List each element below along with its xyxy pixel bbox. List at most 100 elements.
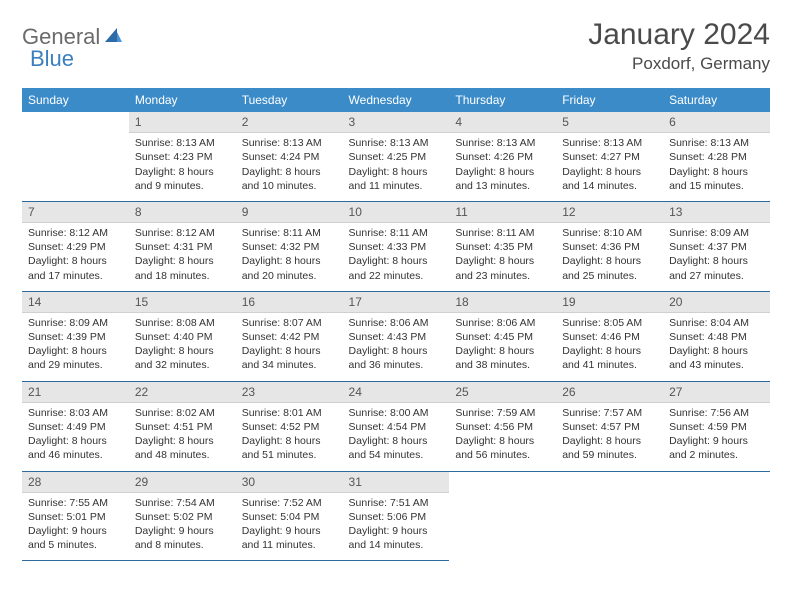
sunrise-text: Sunrise: 8:12 AM [28, 226, 123, 240]
sunrise-text: Sunrise: 8:06 AM [455, 316, 550, 330]
day-number: 26 [556, 382, 663, 403]
sunset-text: Sunset: 4:52 PM [242, 420, 337, 434]
calendar-day-cell: 2Sunrise: 8:13 AMSunset: 4:24 PMDaylight… [236, 112, 343, 201]
sunrise-text: Sunrise: 8:03 AM [28, 406, 123, 420]
day-body: Sunrise: 8:09 AMSunset: 4:37 PMDaylight:… [663, 223, 770, 291]
day-number: 6 [663, 112, 770, 133]
daylight-text: Daylight: 8 hours and 51 minutes. [242, 434, 337, 462]
sunset-text: Sunset: 4:57 PM [562, 420, 657, 434]
sunrise-text: Sunrise: 8:11 AM [242, 226, 337, 240]
day-number: 23 [236, 382, 343, 403]
day-body: Sunrise: 8:13 AMSunset: 4:28 PMDaylight:… [663, 133, 770, 201]
sunset-text: Sunset: 4:23 PM [135, 150, 230, 164]
dow-tuesday: Tuesday [236, 88, 343, 112]
day-body: Sunrise: 7:59 AMSunset: 4:56 PMDaylight:… [449, 403, 556, 471]
day-body: Sunrise: 8:01 AMSunset: 4:52 PMDaylight:… [236, 403, 343, 471]
calendar-day-cell: 26Sunrise: 7:57 AMSunset: 4:57 PMDayligh… [556, 381, 663, 471]
logo-text-blue: Blue [30, 46, 74, 72]
calendar-week-row: 1Sunrise: 8:13 AMSunset: 4:23 PMDaylight… [22, 112, 770, 201]
day-number: 31 [343, 472, 450, 493]
day-body: Sunrise: 8:11 AMSunset: 4:33 PMDaylight:… [343, 223, 450, 291]
day-body: Sunrise: 8:13 AMSunset: 4:23 PMDaylight:… [129, 133, 236, 201]
day-body: Sunrise: 8:00 AMSunset: 4:54 PMDaylight:… [343, 403, 450, 471]
day-body: Sunrise: 8:12 AMSunset: 4:31 PMDaylight:… [129, 223, 236, 291]
sunrise-text: Sunrise: 7:55 AM [28, 496, 123, 510]
daylight-text: Daylight: 8 hours and 38 minutes. [455, 344, 550, 372]
day-body: Sunrise: 8:07 AMSunset: 4:42 PMDaylight:… [236, 313, 343, 381]
calendar-day-cell [449, 471, 556, 561]
day-of-week-row: Sunday Monday Tuesday Wednesday Thursday… [22, 88, 770, 112]
sunset-text: Sunset: 4:46 PM [562, 330, 657, 344]
day-number: 30 [236, 472, 343, 493]
dow-saturday: Saturday [663, 88, 770, 112]
sunset-text: Sunset: 4:59 PM [669, 420, 764, 434]
day-body: Sunrise: 8:10 AMSunset: 4:36 PMDaylight:… [556, 223, 663, 291]
day-body: Sunrise: 7:52 AMSunset: 5:04 PMDaylight:… [236, 493, 343, 561]
sunset-text: Sunset: 4:28 PM [669, 150, 764, 164]
daylight-text: Daylight: 8 hours and 9 minutes. [135, 165, 230, 193]
day-number: 11 [449, 202, 556, 223]
sunrise-text: Sunrise: 8:05 AM [562, 316, 657, 330]
calendar-day-cell: 28Sunrise: 7:55 AMSunset: 5:01 PMDayligh… [22, 471, 129, 561]
sunrise-text: Sunrise: 8:04 AM [669, 316, 764, 330]
day-number: 17 [343, 292, 450, 313]
day-body: Sunrise: 8:06 AMSunset: 4:43 PMDaylight:… [343, 313, 450, 381]
dow-friday: Friday [556, 88, 663, 112]
day-number: 10 [343, 202, 450, 223]
sunset-text: Sunset: 4:39 PM [28, 330, 123, 344]
sunset-text: Sunset: 4:29 PM [28, 240, 123, 254]
dow-sunday: Sunday [22, 88, 129, 112]
day-body: Sunrise: 8:06 AMSunset: 4:45 PMDaylight:… [449, 313, 556, 381]
day-number: 4 [449, 112, 556, 133]
sunset-text: Sunset: 4:24 PM [242, 150, 337, 164]
daylight-text: Daylight: 8 hours and 32 minutes. [135, 344, 230, 372]
daylight-text: Daylight: 8 hours and 56 minutes. [455, 434, 550, 462]
sunset-text: Sunset: 5:06 PM [349, 510, 444, 524]
daylight-text: Daylight: 8 hours and 22 minutes. [349, 254, 444, 282]
calendar-day-cell: 12Sunrise: 8:10 AMSunset: 4:36 PMDayligh… [556, 201, 663, 291]
day-number: 19 [556, 292, 663, 313]
daylight-text: Daylight: 9 hours and 14 minutes. [349, 524, 444, 552]
daylight-text: Daylight: 8 hours and 11 minutes. [349, 165, 444, 193]
calendar-day-cell: 3Sunrise: 8:13 AMSunset: 4:25 PMDaylight… [343, 112, 450, 201]
daylight-text: Daylight: 8 hours and 17 minutes. [28, 254, 123, 282]
sunset-text: Sunset: 5:04 PM [242, 510, 337, 524]
day-body: Sunrise: 8:05 AMSunset: 4:46 PMDaylight:… [556, 313, 663, 381]
sunset-text: Sunset: 4:49 PM [28, 420, 123, 434]
sunset-text: Sunset: 5:02 PM [135, 510, 230, 524]
day-body: Sunrise: 8:11 AMSunset: 4:35 PMDaylight:… [449, 223, 556, 291]
day-number: 29 [129, 472, 236, 493]
day-body: Sunrise: 8:11 AMSunset: 4:32 PMDaylight:… [236, 223, 343, 291]
day-number: 2 [236, 112, 343, 133]
daylight-text: Daylight: 8 hours and 20 minutes. [242, 254, 337, 282]
sunset-text: Sunset: 4:37 PM [669, 240, 764, 254]
day-body: Sunrise: 8:13 AMSunset: 4:25 PMDaylight:… [343, 133, 450, 201]
sunset-text: Sunset: 4:42 PM [242, 330, 337, 344]
daylight-text: Daylight: 8 hours and 25 minutes. [562, 254, 657, 282]
day-body: Sunrise: 8:13 AMSunset: 4:27 PMDaylight:… [556, 133, 663, 201]
calendar-week-row: 7Sunrise: 8:12 AMSunset: 4:29 PMDaylight… [22, 201, 770, 291]
calendar-day-cell: 20Sunrise: 8:04 AMSunset: 4:48 PMDayligh… [663, 291, 770, 381]
day-number: 14 [22, 292, 129, 313]
day-body: Sunrise: 8:04 AMSunset: 4:48 PMDaylight:… [663, 313, 770, 381]
daylight-text: Daylight: 8 hours and 59 minutes. [562, 434, 657, 462]
calendar-day-cell: 1Sunrise: 8:13 AMSunset: 4:23 PMDaylight… [129, 112, 236, 201]
sunrise-text: Sunrise: 8:01 AM [242, 406, 337, 420]
title-block: January 2024 Poxdorf, Germany [588, 18, 770, 74]
day-body: Sunrise: 8:12 AMSunset: 4:29 PMDaylight:… [22, 223, 129, 291]
sunset-text: Sunset: 4:33 PM [349, 240, 444, 254]
day-body: Sunrise: 7:51 AMSunset: 5:06 PMDaylight:… [343, 493, 450, 561]
sunrise-text: Sunrise: 7:51 AM [349, 496, 444, 510]
sunrise-text: Sunrise: 8:13 AM [349, 136, 444, 150]
day-number: 12 [556, 202, 663, 223]
sunrise-text: Sunrise: 8:09 AM [669, 226, 764, 240]
calendar-day-cell: 19Sunrise: 8:05 AMSunset: 4:46 PMDayligh… [556, 291, 663, 381]
sunrise-text: Sunrise: 8:13 AM [455, 136, 550, 150]
sunset-text: Sunset: 4:31 PM [135, 240, 230, 254]
day-body: Sunrise: 8:09 AMSunset: 4:39 PMDaylight:… [22, 313, 129, 381]
day-body: Sunrise: 8:03 AMSunset: 4:49 PMDaylight:… [22, 403, 129, 471]
daylight-text: Daylight: 8 hours and 48 minutes. [135, 434, 230, 462]
calendar-day-cell: 31Sunrise: 7:51 AMSunset: 5:06 PMDayligh… [343, 471, 450, 561]
day-body: Sunrise: 7:54 AMSunset: 5:02 PMDaylight:… [129, 493, 236, 561]
daylight-text: Daylight: 8 hours and 10 minutes. [242, 165, 337, 193]
